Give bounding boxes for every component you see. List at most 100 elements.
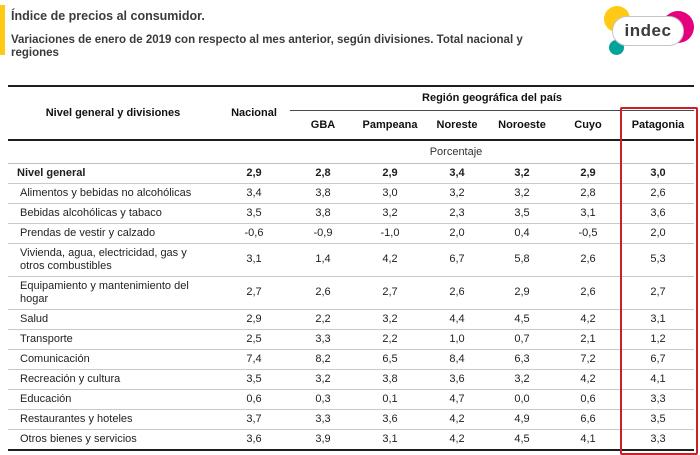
value-cell: 3,5 [218, 369, 290, 390]
value-cell: 4,2 [424, 429, 490, 451]
value-cell: 2,6 [424, 276, 490, 310]
col-header-divisions: Nivel general y divisiones [8, 85, 218, 141]
value-cell: 3,1 [622, 309, 695, 330]
value-cell: 2,7 [356, 276, 424, 310]
table-row: Equipamiento y mantenimiento del hogar 2,… [8, 276, 695, 310]
table-row: Recreación y cultura 3,5 3,2 3,8 3,6 3,2 4,2 4,… [8, 369, 695, 390]
col-header-pampeana: Pampeana [356, 110, 424, 141]
value-cell: 6,7 [424, 243, 490, 277]
value-cell: 2,0 [424, 223, 490, 244]
value-cell: 3,3 [622, 429, 695, 451]
value-cell: 2,9 [218, 309, 290, 330]
group-header-row: Nivel general y divisiones Nacional Regi… [8, 85, 695, 141]
value-cell: 2,6 [554, 276, 622, 310]
value-cell: 3,6 [424, 369, 490, 390]
value-cell: 4,2 [554, 369, 622, 390]
value-cell: 0,1 [356, 389, 424, 410]
value-cell: 5,3 [622, 243, 695, 277]
yellow-accent-bar [0, 5, 5, 55]
value-cell: 3,4 [424, 163, 490, 184]
division-label: Transporte [8, 329, 218, 350]
table-row: Otros bienes y servicios 3,6 3,9 3,1 4,2 4,5 4… [8, 429, 695, 451]
value-cell: 3,2 [356, 203, 424, 224]
value-cell: 3,2 [490, 369, 554, 390]
unit-label: Porcentaje [218, 140, 695, 164]
value-cell: 3,2 [290, 369, 356, 390]
value-cell: 7,2 [554, 349, 622, 370]
value-cell: 4,4 [424, 309, 490, 330]
division-label: Prendas de vestir y calzado [8, 223, 218, 244]
value-cell: 3,6 [622, 203, 695, 224]
value-cell: -0,6 [218, 223, 290, 244]
col-header-noreste: Noreste [424, 110, 490, 141]
division-label: Bebidas alcohólicas y tabaco [8, 203, 218, 224]
value-cell: 2,5 [218, 329, 290, 350]
cpi-table: Nivel general y divisiones Nacional Regi… [8, 85, 695, 451]
division-label: Recreación y cultura [8, 369, 218, 390]
table-row: Vivienda, agua, electricidad, gas y otro… [8, 243, 695, 277]
value-cell: 6,5 [356, 349, 424, 370]
value-cell: 6,7 [622, 349, 695, 370]
value-cell: 3,6 [356, 409, 424, 430]
value-cell: 3,5 [622, 409, 695, 430]
division-label: Otros bienes y servicios [8, 429, 218, 451]
value-cell: 4,5 [490, 309, 554, 330]
division-label: Restaurantes y hoteles [8, 409, 218, 430]
division-label: Nivel general [8, 163, 218, 184]
value-cell: 4,2 [424, 409, 490, 430]
table-row: Educación 0,6 0,3 0,1 4,7 0,0 0,6 3,3 [8, 389, 695, 410]
col-header-cuyo: Cuyo [554, 110, 622, 141]
region-header-row: GBA Pampeana Noreste Noroeste Cuyo Patag… [8, 110, 695, 141]
value-cell: 3,4 [218, 183, 290, 204]
value-cell: 8,2 [290, 349, 356, 370]
value-cell: 2,1 [554, 329, 622, 350]
value-cell: 4,5 [490, 429, 554, 451]
division-label: Salud [8, 309, 218, 330]
value-cell: -0,5 [554, 223, 622, 244]
value-cell: -0,9 [290, 223, 356, 244]
value-cell: 2,6 [554, 243, 622, 277]
value-cell: 0,6 [218, 389, 290, 410]
value-cell: 1,2 [622, 329, 695, 350]
value-cell: 0,3 [290, 389, 356, 410]
value-cell: 2,9 [490, 276, 554, 310]
value-cell: 2,3 [424, 203, 490, 224]
value-cell: 3,2 [424, 183, 490, 204]
value-cell: 3,8 [290, 183, 356, 204]
value-cell: 4,1 [622, 369, 695, 390]
value-cell: 4,1 [554, 429, 622, 451]
report-header: Índice de precios al consumidor. Variaci… [11, 9, 571, 60]
value-cell: 4,9 [490, 409, 554, 430]
table-body: Nivel general 2,9 2,8 2,9 3,4 3,2 2,9 3,0 Alimen… [8, 163, 695, 451]
value-cell: 2,2 [290, 309, 356, 330]
unit-row-spacer [8, 140, 218, 164]
value-cell: 2,9 [554, 163, 622, 184]
col-header-gba: GBA [290, 110, 356, 141]
value-cell: 3,3 [622, 389, 695, 410]
col-header-national: Nacional [218, 85, 290, 141]
report-title: Índice de precios al consumidor. [11, 9, 205, 23]
value-cell: 3,6 [218, 429, 290, 451]
value-cell: 0,0 [490, 389, 554, 410]
col-header-noroeste: Noroeste [490, 110, 554, 141]
table-row: Nivel general 2,9 2,8 2,9 3,4 3,2 2,9 3,0 [8, 163, 695, 184]
value-cell: 3,2 [490, 163, 554, 184]
value-cell: 3,5 [218, 203, 290, 224]
value-cell: 3,3 [290, 329, 356, 350]
value-cell: 1,0 [424, 329, 490, 350]
value-cell: 6,3 [490, 349, 554, 370]
value-cell: 3,1 [356, 429, 424, 451]
value-cell: 3,2 [490, 183, 554, 204]
division-label: Educación [8, 389, 218, 410]
value-cell: 2,6 [622, 183, 695, 204]
value-cell: 2,8 [290, 163, 356, 184]
value-cell: 2,6 [290, 276, 356, 310]
value-cell: 2,7 [622, 276, 695, 310]
table-row: Transporte 2,5 3,3 2,2 1,0 0,7 2,1 1,2 [8, 329, 695, 350]
report-subtitle: Variaciones de enero de 2019 con respect… [11, 34, 523, 59]
table-row: Alimentos y bebidas no alcohólicas 3,4 3,8… [8, 183, 695, 204]
value-cell: 8,4 [424, 349, 490, 370]
value-cell: 3,7 [218, 409, 290, 430]
value-cell: 2,9 [218, 163, 290, 184]
table-row: Comunicación 7,4 8,2 6,5 8,4 6,3 7,2 6,7 [8, 349, 695, 370]
